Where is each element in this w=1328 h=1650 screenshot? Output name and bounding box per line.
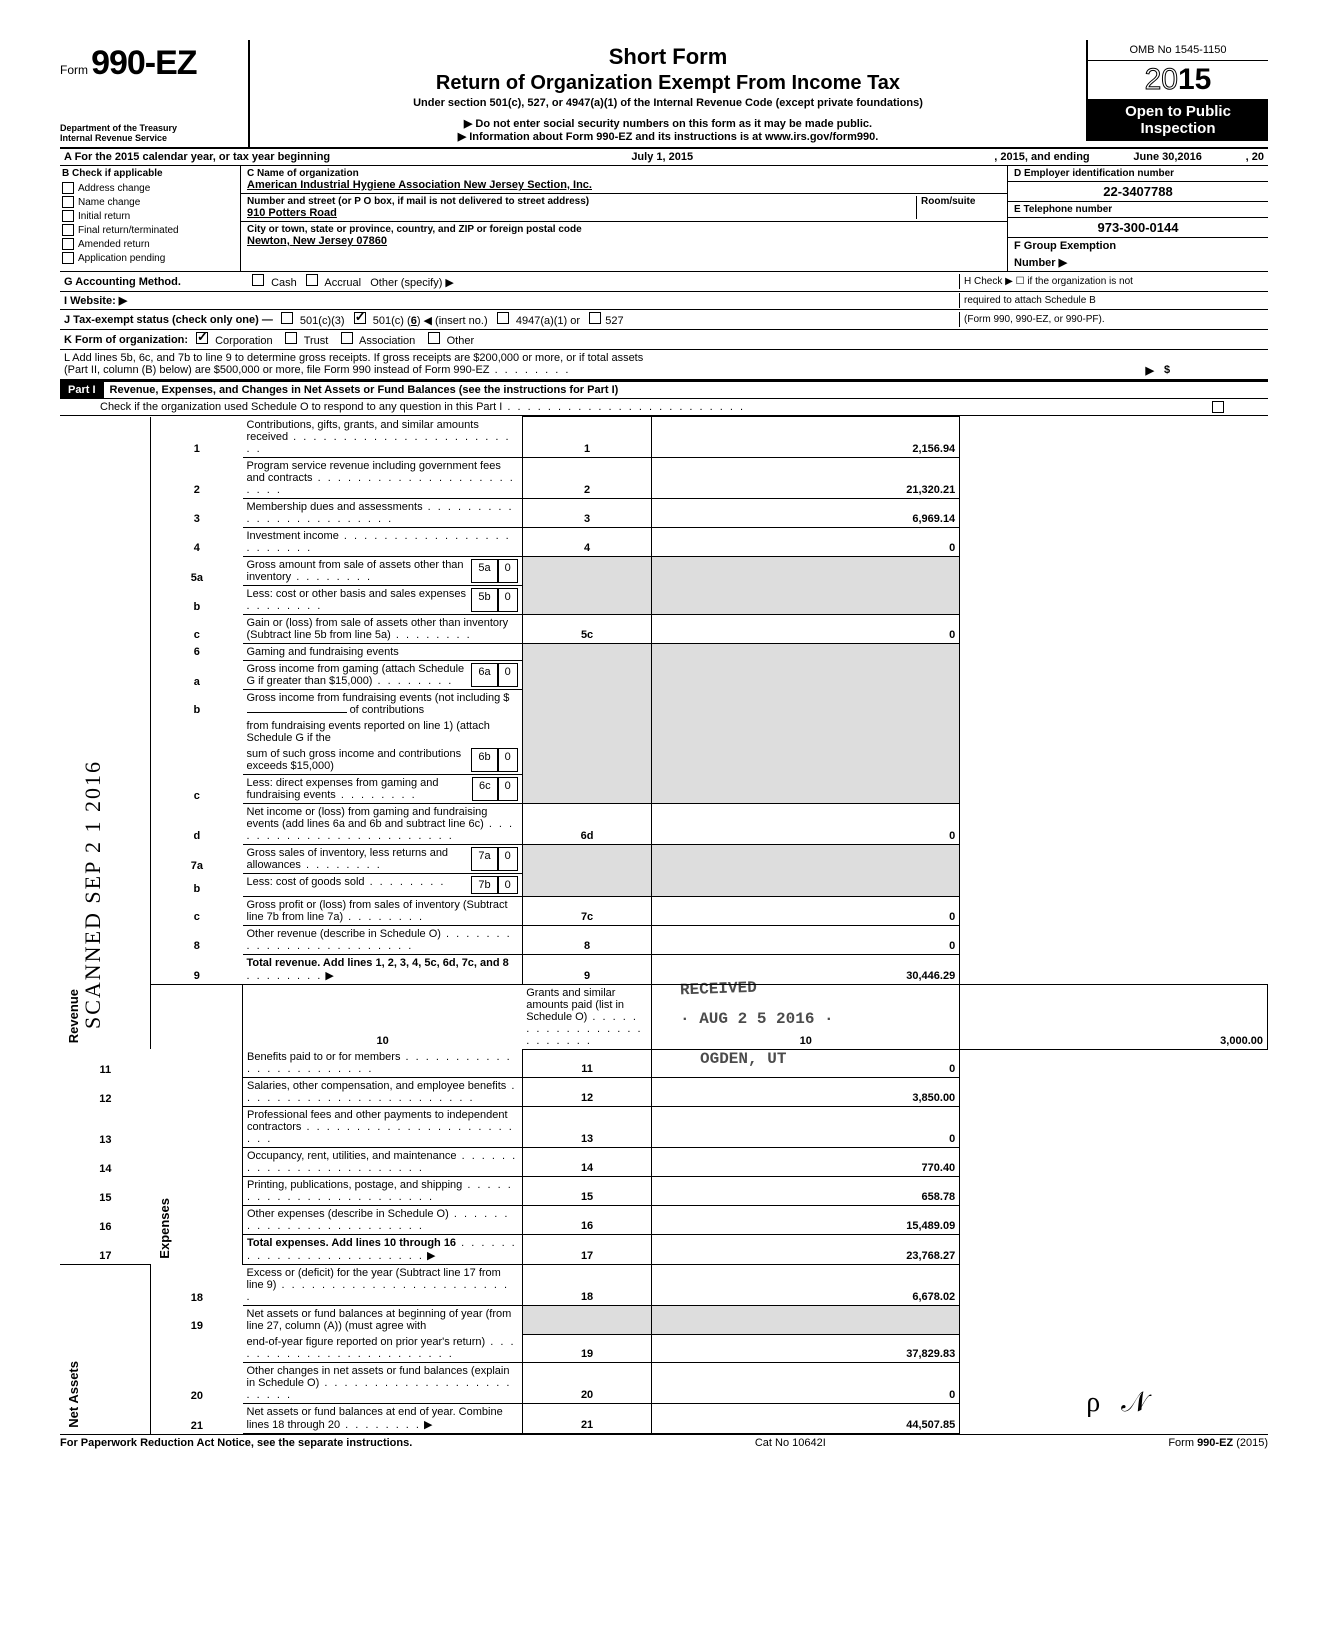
chk-pending[interactable]: Application pending (60, 251, 240, 265)
form-990ez: SCANNED SEP 2 1 2016 Form 990-EZ Departm… (60, 40, 1268, 1449)
section-netassets: Net Assets (64, 1357, 83, 1432)
open-to-public: Open to Public Inspection (1088, 99, 1268, 141)
omb-number: OMB No 1545-1150 (1088, 40, 1268, 61)
line-4-amount: 0 (652, 527, 960, 556)
line-7c-amount: 0 (652, 897, 960, 926)
row-k-org-form: K Form of organization: Corporation Trus… (60, 330, 1268, 350)
short-form-title: Short Form (260, 44, 1076, 70)
line-3-amount: 6,969.14 (652, 498, 960, 527)
signature-mark: ρ 𝒩 (1086, 1387, 1148, 1419)
chk-address-change[interactable]: Address change (60, 181, 240, 195)
chk-name-change[interactable]: Name change (60, 195, 240, 209)
col-c-name-address: C Name of organization American Industri… (241, 166, 1007, 271)
line-18-amount: 6,678.02 (652, 1265, 960, 1306)
row-g-accounting: G Accounting Method. Cash Accrual Other … (60, 272, 1268, 292)
line-6d-amount: 0 (652, 804, 960, 845)
col-d-ids: D Employer identification number 22-3407… (1007, 166, 1268, 271)
line-20-amount: 0 (652, 1363, 960, 1404)
line-19-amount: 37,829.83 (652, 1334, 960, 1363)
section-subtitle: Under section 501(c), 527, or 4947(a)(1)… (260, 97, 1076, 109)
chk-initial-return[interactable]: Initial return (60, 209, 240, 223)
row-a-tax-year: A For the 2015 calendar year, or tax yea… (60, 149, 1268, 166)
section-expenses: Expenses (155, 1194, 174, 1263)
line-10-amount: 3,000.00 (960, 984, 1268, 1049)
info-link: ▶ Information about Form 990-EZ and its … (260, 130, 1076, 143)
dept-treasury: Department of the Treasury (60, 123, 240, 133)
return-title: Return of Organization Exempt From Incom… (260, 72, 1076, 95)
row-l-gross-receipts: L Add lines 5b, 6c, and 7b to line 9 to … (60, 350, 1268, 380)
line-21-amount: 44,507.85 (652, 1404, 960, 1434)
line-11-amount: 0 (652, 1049, 960, 1078)
part1-table: Revenue 1Contributions, gifts, grants, a… (60, 416, 1268, 1434)
line-17-amount: 23,768.27 (652, 1235, 960, 1265)
section-revenue: Revenue (64, 985, 83, 1047)
line-5c-amount: 0 (652, 615, 960, 644)
row-i-website: I Website: ▶ required to attach Schedule… (60, 292, 1268, 310)
org-info-block: B Check if applicable Address change Nam… (60, 166, 1268, 272)
page-footer: For Paperwork Reduction Act Notice, see … (60, 1434, 1268, 1449)
ein: 22-3407788 (1008, 182, 1268, 202)
line-13-amount: 0 (652, 1107, 960, 1148)
part-1-header: Part I Revenue, Expenses, and Changes in… (60, 380, 1268, 399)
form-number: 990-EZ (91, 44, 197, 82)
scanned-stamp: SCANNED SEP 2 1 2016 (80, 760, 106, 1029)
col-b-checkboxes: B Check if applicable Address change Nam… (60, 166, 241, 271)
org-city: Newton, New Jersey 07860 (247, 235, 1001, 247)
dept-irs: Internal Revenue Service (60, 133, 240, 143)
tax-year: 2015 (1088, 61, 1268, 99)
form-prefix: Form (60, 63, 88, 77)
row-j-tax-status: J Tax-exempt status (check only one) — 5… (60, 310, 1268, 330)
line-16-amount: 15,489.09 (652, 1206, 960, 1235)
chk-schedule-o[interactable] (1212, 401, 1224, 413)
line-12-amount: 3,850.00 (652, 1078, 960, 1107)
ssn-warning: ▶ Do not enter social security numbers o… (260, 117, 1076, 130)
line-15-amount: 658.78 (652, 1177, 960, 1206)
org-street: 910 Potters Road (247, 207, 916, 219)
form-header: Form 990-EZ Department of the Treasury I… (60, 40, 1268, 149)
telephone: 973-300-0144 (1008, 218, 1268, 238)
line-2-amount: 21,320.21 (652, 457, 960, 498)
line-8-amount: 0 (652, 925, 960, 954)
line-14-amount: 770.40 (652, 1148, 960, 1177)
chk-amended[interactable]: Amended return (60, 237, 240, 251)
org-name: American Industrial Hygiene Association … (247, 179, 1001, 191)
chk-final-return[interactable]: Final return/terminated (60, 223, 240, 237)
line-1-amount: 2,156.94 (652, 417, 960, 458)
line-9-amount: 30,446.29 (652, 954, 960, 984)
